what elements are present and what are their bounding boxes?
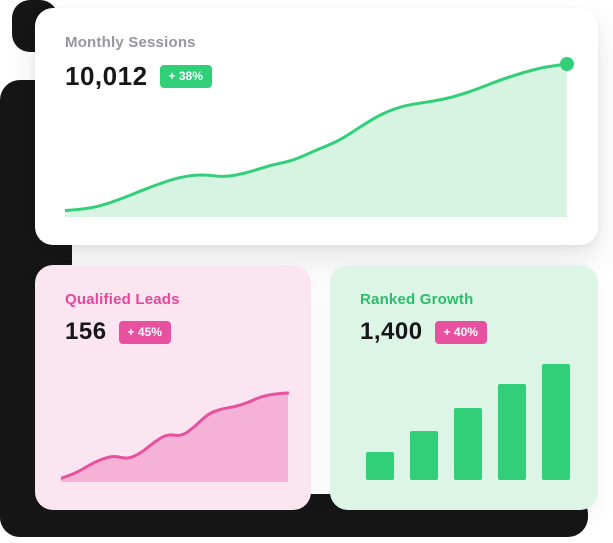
trend-line <box>65 62 569 212</box>
card-ranked-growth: Ranked Growth 1,400 + 40% <box>330 265 598 510</box>
growth-bar-chart <box>366 364 570 480</box>
card-header: Qualified Leads 156 + 45% <box>35 265 311 346</box>
growth-bar <box>454 408 482 480</box>
change-badge: + 45% <box>118 320 171 344</box>
growth-bar <box>542 364 570 480</box>
metric-row: 156 + 45% <box>65 318 283 346</box>
metric-value: 1,400 <box>360 318 423 345</box>
growth-bar <box>366 452 394 480</box>
trend-line <box>61 391 289 480</box>
line-end-dot <box>560 57 574 71</box>
metric-value: 156 <box>65 318 107 345</box>
card-qualified-leads: Qualified Leads 156 + 45% <box>35 265 311 510</box>
area-fill <box>61 393 288 482</box>
card-header: Ranked Growth 1,400 + 40% <box>330 265 598 346</box>
change-badge: + 40% <box>434 320 487 344</box>
metric-row: 1,400 + 40% <box>360 318 570 346</box>
metric-value: 10,012 <box>65 61 148 91</box>
change-badge: + 38% <box>159 65 212 88</box>
card-monthly-sessions: Monthly Sessions 10,012 + 38% <box>35 8 598 245</box>
leads-area-chart <box>61 391 289 482</box>
growth-bar <box>410 431 438 480</box>
sessions-area-chart <box>65 57 574 217</box>
area-fill <box>65 64 567 217</box>
growth-bar <box>498 383 526 480</box>
card-header: Monthly Sessions 10,012 + 38% <box>35 8 598 92</box>
card-title: Qualified Leads <box>65 291 180 308</box>
card-title: Ranked Growth <box>360 291 474 308</box>
metric-row: 10,012 + 38% <box>65 61 570 92</box>
card-title: Monthly Sessions <box>65 34 196 51</box>
